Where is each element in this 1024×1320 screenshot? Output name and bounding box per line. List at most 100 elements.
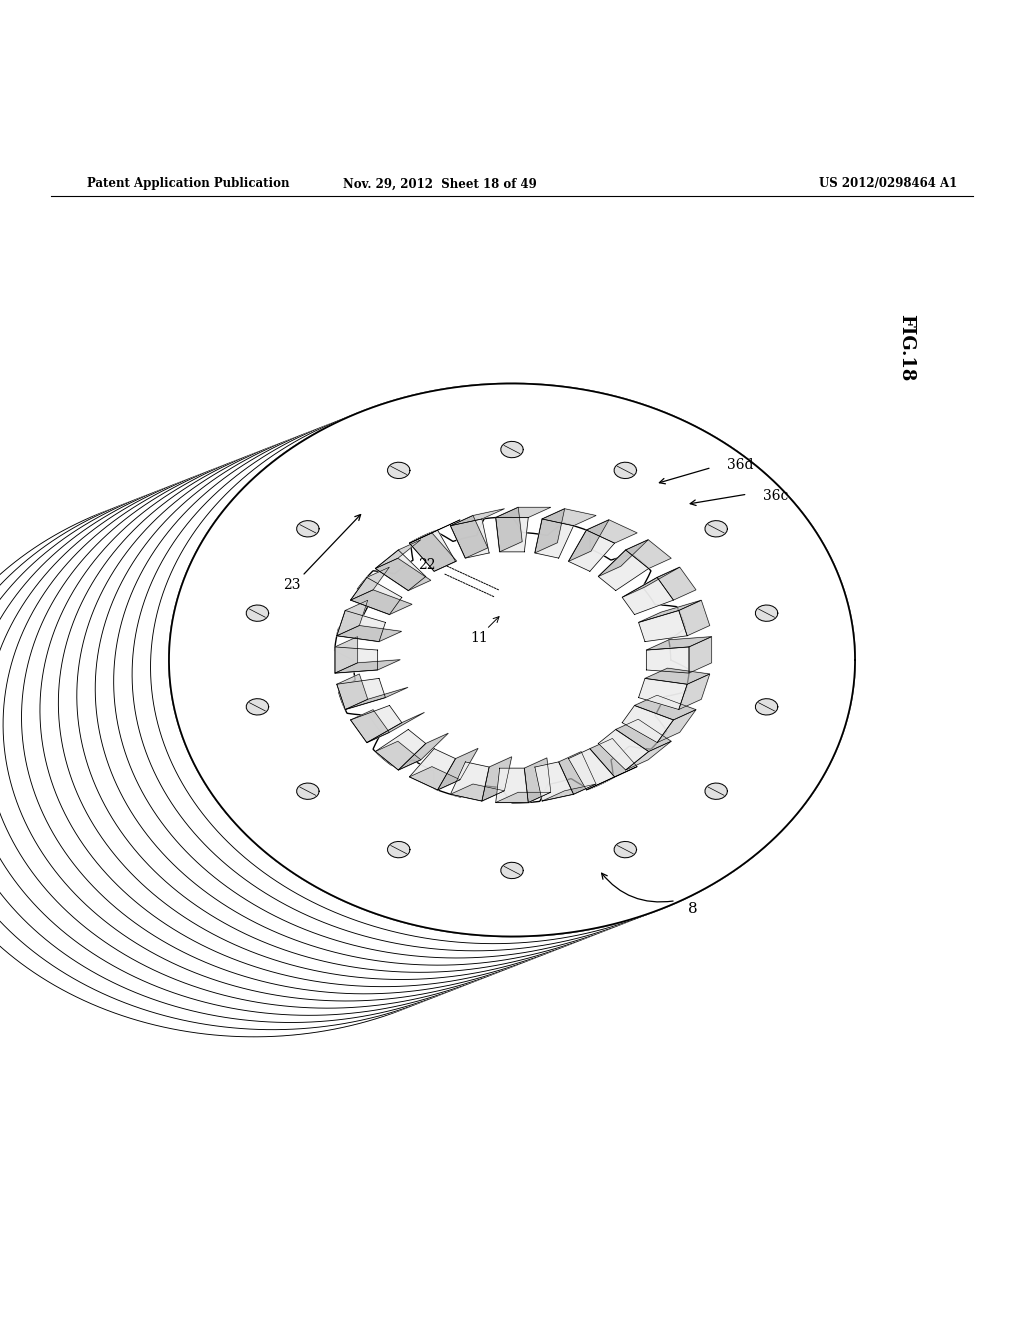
Polygon shape	[615, 719, 671, 751]
Polygon shape	[350, 568, 389, 601]
Polygon shape	[337, 601, 368, 636]
Polygon shape	[451, 784, 505, 801]
Polygon shape	[0, 484, 597, 1036]
Polygon shape	[169, 384, 855, 936]
Polygon shape	[3, 447, 689, 1001]
Polygon shape	[376, 540, 421, 569]
Polygon shape	[169, 384, 855, 936]
Polygon shape	[559, 751, 596, 795]
Polygon shape	[542, 508, 596, 525]
Text: US 2012/0298464 A1: US 2012/0298464 A1	[819, 177, 957, 190]
Text: 23: 23	[283, 578, 301, 593]
Polygon shape	[0, 470, 634, 1023]
Polygon shape	[337, 675, 368, 710]
Polygon shape	[756, 698, 778, 715]
Polygon shape	[646, 636, 712, 649]
Polygon shape	[58, 426, 744, 979]
Polygon shape	[756, 605, 778, 622]
Polygon shape	[679, 675, 710, 710]
Polygon shape	[350, 590, 412, 615]
Polygon shape	[639, 678, 687, 710]
Polygon shape	[335, 636, 357, 673]
Polygon shape	[451, 508, 505, 525]
Polygon shape	[535, 519, 573, 558]
Polygon shape	[626, 742, 671, 770]
Polygon shape	[535, 508, 564, 553]
Polygon shape	[657, 710, 696, 743]
Polygon shape	[590, 738, 637, 777]
Polygon shape	[598, 730, 648, 770]
Polygon shape	[568, 748, 614, 789]
Polygon shape	[496, 507, 551, 517]
Polygon shape	[657, 568, 696, 601]
Text: 8: 8	[688, 902, 697, 916]
Polygon shape	[350, 710, 389, 743]
Text: Nov. 29, 2012  Sheet 18 of 49: Nov. 29, 2012 Sheet 18 of 49	[343, 177, 538, 190]
Polygon shape	[451, 762, 489, 801]
Polygon shape	[247, 698, 268, 715]
Polygon shape	[496, 792, 551, 803]
Polygon shape	[388, 841, 410, 858]
Polygon shape	[626, 540, 671, 569]
Text: 36d: 36d	[727, 458, 754, 473]
Polygon shape	[337, 610, 385, 642]
Polygon shape	[398, 733, 449, 770]
Polygon shape	[40, 434, 726, 986]
Polygon shape	[410, 748, 456, 789]
Text: Patent Application Publication: Patent Application Publication	[87, 177, 290, 190]
Text: 11: 11	[470, 631, 488, 645]
Polygon shape	[376, 558, 431, 590]
Polygon shape	[587, 520, 637, 543]
Polygon shape	[639, 610, 687, 642]
Polygon shape	[335, 517, 689, 803]
Polygon shape	[0, 462, 652, 1015]
Polygon shape	[689, 636, 712, 673]
Polygon shape	[0, 477, 615, 1030]
Polygon shape	[410, 531, 456, 572]
Polygon shape	[22, 441, 708, 994]
Polygon shape	[623, 705, 674, 743]
Polygon shape	[114, 405, 800, 958]
Polygon shape	[542, 784, 596, 801]
Text: 36c: 36c	[763, 490, 788, 503]
Text: FIG.18: FIG.18	[897, 314, 915, 381]
Polygon shape	[95, 412, 781, 965]
Polygon shape	[482, 756, 512, 801]
Polygon shape	[151, 391, 837, 944]
Polygon shape	[350, 705, 401, 743]
Text: 22: 22	[418, 558, 435, 572]
Polygon shape	[524, 758, 551, 803]
Polygon shape	[0, 455, 671, 1008]
Polygon shape	[568, 520, 609, 561]
Polygon shape	[587, 767, 637, 789]
Polygon shape	[623, 568, 680, 598]
Polygon shape	[376, 730, 426, 770]
Polygon shape	[410, 520, 460, 543]
Polygon shape	[496, 768, 528, 803]
Polygon shape	[679, 601, 710, 636]
Polygon shape	[376, 550, 426, 590]
Polygon shape	[614, 841, 637, 858]
Polygon shape	[337, 626, 401, 642]
Polygon shape	[451, 519, 489, 558]
Polygon shape	[297, 520, 319, 537]
Polygon shape	[598, 550, 648, 590]
Polygon shape	[437, 748, 478, 789]
Polygon shape	[335, 660, 400, 673]
Polygon shape	[297, 783, 319, 800]
Polygon shape	[496, 507, 522, 552]
Polygon shape	[635, 696, 696, 719]
Polygon shape	[132, 397, 818, 950]
Polygon shape	[645, 668, 710, 684]
Polygon shape	[410, 767, 460, 789]
Polygon shape	[388, 462, 410, 479]
Polygon shape	[706, 783, 727, 800]
Polygon shape	[639, 601, 701, 623]
Polygon shape	[337, 678, 385, 710]
Polygon shape	[496, 517, 528, 552]
Polygon shape	[77, 420, 763, 973]
Polygon shape	[335, 647, 378, 673]
Polygon shape	[614, 462, 637, 479]
Polygon shape	[451, 516, 487, 558]
Polygon shape	[623, 577, 674, 615]
